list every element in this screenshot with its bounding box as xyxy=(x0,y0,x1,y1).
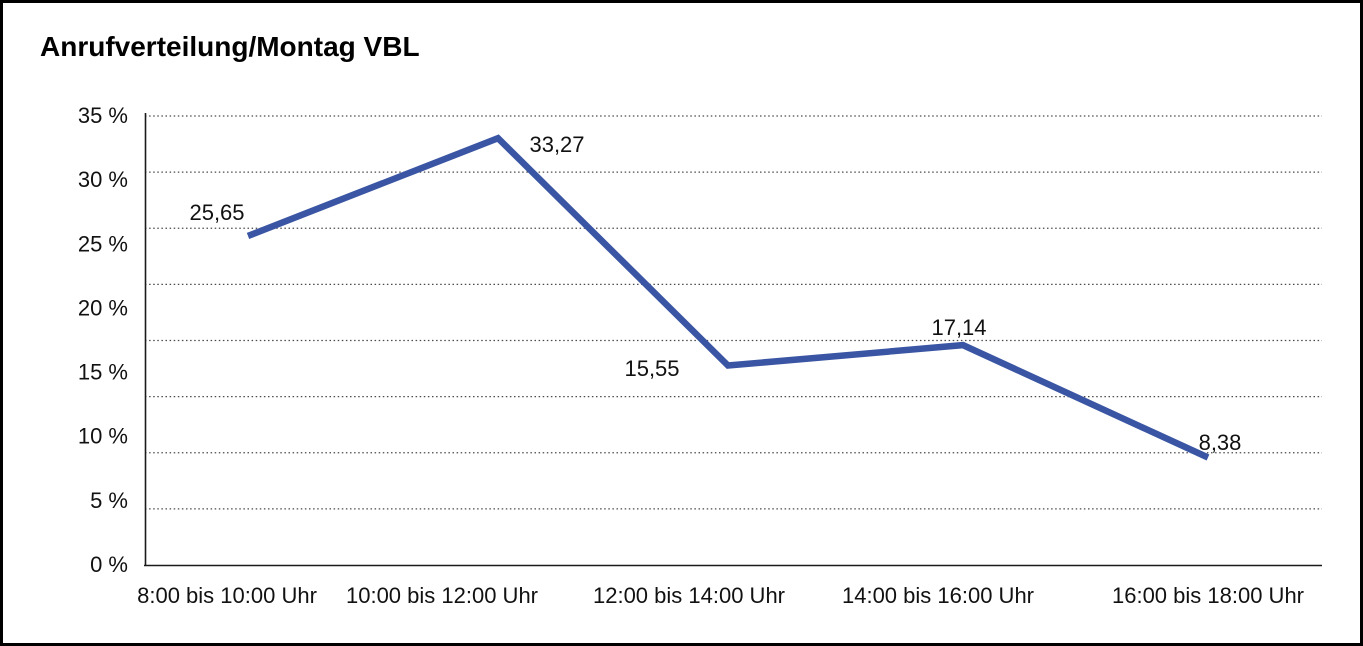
y-tick-label: 0 % xyxy=(90,552,128,577)
data-point-label: 17,14 xyxy=(931,315,986,340)
x-tick-label: 12:00 bis 14:00 Uhr xyxy=(593,583,785,608)
y-tick-label: 20 % xyxy=(78,295,128,320)
x-tick-label: 14:00 bis 16:00 Uhr xyxy=(842,583,1034,608)
data-point-label: 33,27 xyxy=(529,132,584,157)
x-tick-label: 10:00 bis 12:00 Uhr xyxy=(346,583,538,608)
y-tick-label: 35 % xyxy=(78,103,128,128)
data-point-label: 8,38 xyxy=(1199,430,1242,455)
data-series-line xyxy=(246,134,1210,461)
x-tick-label: 8:00 bis 10:00 Uhr xyxy=(137,583,317,608)
y-tick-label: 25 % xyxy=(78,231,128,256)
x-tick-label: 16:00 bis 18:00 Uhr xyxy=(1112,583,1304,608)
y-tick-label: 30 % xyxy=(78,167,128,192)
chart-title: Anrufverteilung/Montag VBL xyxy=(40,31,420,62)
line-chart: 35 % 30 % 25 % 20 % 15 % 10 % 5 % 0 % 8:00 bis 1… xyxy=(78,103,1322,608)
y-tick-label: 10 % xyxy=(78,424,128,449)
data-point-label: 15,55 xyxy=(624,356,679,381)
y-tick-label: 5 % xyxy=(90,488,128,513)
y-tick-label: 15 % xyxy=(78,360,128,385)
data-point-label: 25,65 xyxy=(189,200,244,225)
